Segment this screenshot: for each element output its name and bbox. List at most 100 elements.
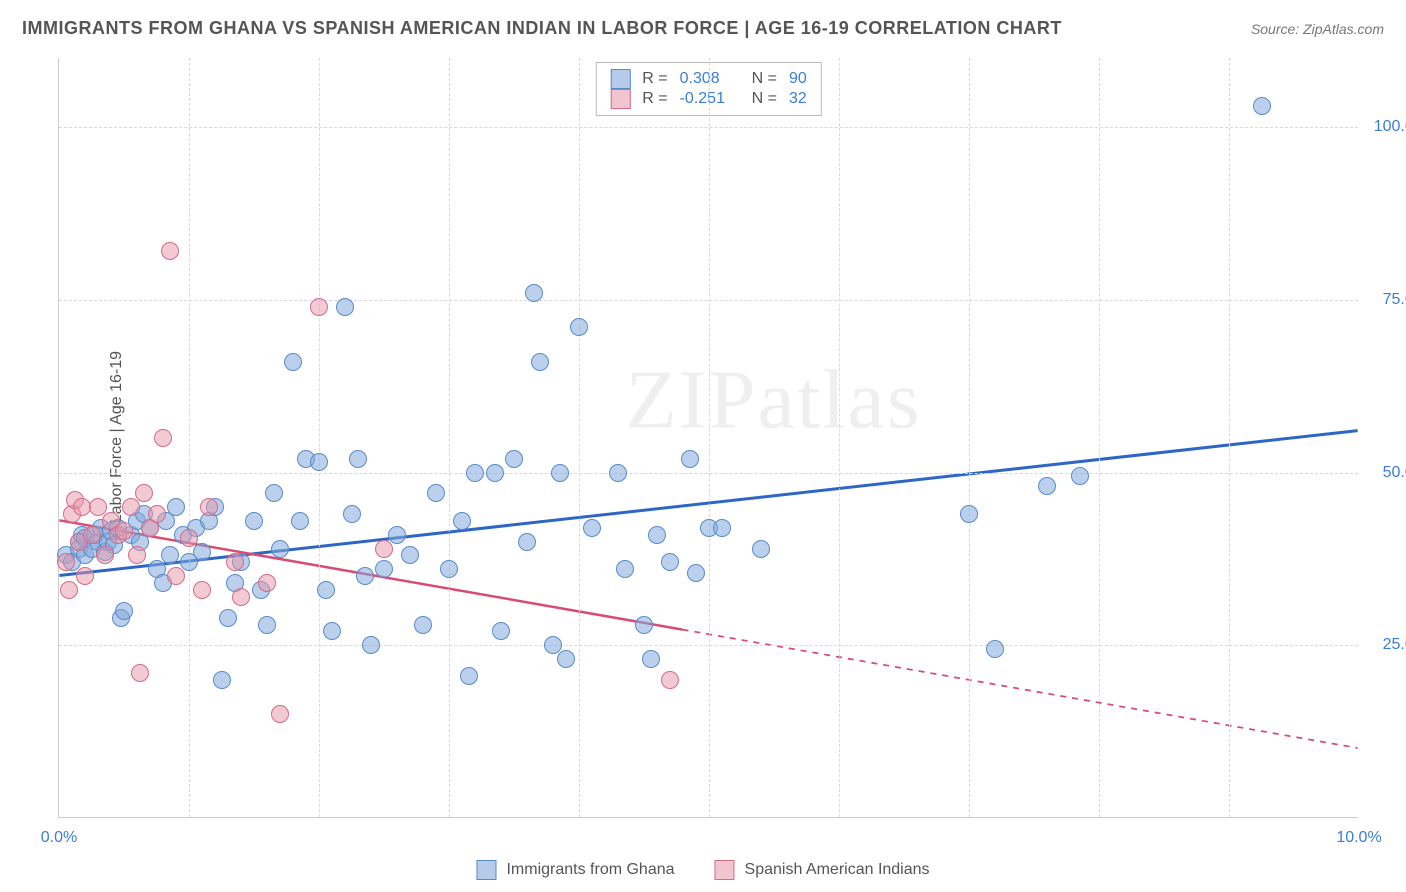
- data-point-pink: [310, 298, 328, 316]
- swatch-blue: [610, 69, 630, 89]
- data-point-pink: [76, 567, 94, 585]
- data-point-blue: [291, 512, 309, 530]
- data-point-pink: [193, 581, 211, 599]
- data-point-pink: [226, 553, 244, 571]
- gridline-vertical: [839, 58, 840, 817]
- data-point-pink: [135, 484, 153, 502]
- data-point-blue: [453, 512, 471, 530]
- x-tick-label: 0.0%: [41, 829, 77, 847]
- data-point-pink: [167, 567, 185, 585]
- r-label: R =: [642, 90, 667, 108]
- data-point-blue: [486, 464, 504, 482]
- source-attribution: Source: ZipAtlas.com: [1251, 21, 1384, 37]
- data-point-pink: [122, 498, 140, 516]
- gridline-vertical: [709, 58, 710, 817]
- legend-label: Immigrants from Ghana: [506, 861, 674, 879]
- data-point-pink: [83, 526, 101, 544]
- data-point-blue: [570, 318, 588, 336]
- swatch-pink: [610, 89, 630, 109]
- swatch-blue: [476, 860, 496, 880]
- data-point-blue: [583, 519, 601, 537]
- data-point-blue: [713, 519, 731, 537]
- data-point-blue: [505, 450, 523, 468]
- data-point-blue: [642, 650, 660, 668]
- data-point-blue: [336, 298, 354, 316]
- data-point-pink: [60, 581, 78, 599]
- y-tick-label: 100.0%: [1368, 118, 1406, 136]
- data-point-blue: [401, 546, 419, 564]
- data-point-blue: [551, 464, 569, 482]
- data-point-blue: [375, 560, 393, 578]
- watermark: ZIPatlas: [625, 351, 921, 448]
- data-point-blue: [213, 671, 231, 689]
- data-point-blue: [518, 533, 536, 551]
- data-point-blue: [310, 453, 328, 471]
- data-point-blue: [362, 636, 380, 654]
- data-point-blue: [635, 616, 653, 634]
- legend-item-pink: Spanish American Indians: [715, 860, 930, 880]
- data-point-blue: [986, 640, 1004, 658]
- data-point-blue: [1253, 97, 1271, 115]
- data-point-pink: [96, 546, 114, 564]
- data-point-blue: [661, 553, 679, 571]
- data-point-pink: [180, 529, 198, 547]
- y-tick-label: 50.0%: [1368, 464, 1406, 482]
- data-point-pink: [57, 553, 75, 571]
- data-point-blue: [752, 540, 770, 558]
- data-point-blue: [460, 667, 478, 685]
- data-point-blue: [356, 567, 374, 585]
- data-point-blue: [317, 581, 335, 599]
- data-point-pink: [148, 505, 166, 523]
- data-point-blue: [531, 353, 549, 371]
- data-point-pink: [661, 671, 679, 689]
- data-point-blue: [557, 650, 575, 668]
- data-point-blue: [609, 464, 627, 482]
- data-point-blue: [271, 540, 289, 558]
- x-tick-label: 10.0%: [1336, 829, 1381, 847]
- n-value: 32: [789, 90, 807, 108]
- legend-label: Spanish American Indians: [745, 861, 930, 879]
- data-point-blue: [687, 564, 705, 582]
- data-point-blue: [258, 616, 276, 634]
- y-tick-label: 75.0%: [1368, 291, 1406, 309]
- data-point-pink: [271, 705, 289, 723]
- data-point-blue: [492, 622, 510, 640]
- n-label: N =: [752, 70, 777, 88]
- trend-line-extrapolated-pink: [683, 630, 1358, 748]
- legend: Immigrants from Ghana Spanish American In…: [476, 860, 929, 880]
- data-point-blue: [161, 546, 179, 564]
- data-point-pink: [128, 546, 146, 564]
- gridline-vertical: [189, 58, 190, 817]
- data-point-blue: [219, 609, 237, 627]
- data-point-pink: [154, 429, 172, 447]
- gridline-vertical: [1099, 58, 1100, 817]
- data-point-blue: [427, 484, 445, 502]
- gridline-vertical: [969, 58, 970, 817]
- data-point-blue: [323, 622, 341, 640]
- data-point-blue: [349, 450, 367, 468]
- data-point-blue: [193, 543, 211, 561]
- data-point-blue: [525, 284, 543, 302]
- data-point-blue: [440, 560, 458, 578]
- data-point-blue: [616, 560, 634, 578]
- data-point-blue: [414, 616, 432, 634]
- data-point-pink: [115, 522, 133, 540]
- y-tick-label: 25.0%: [1368, 636, 1406, 654]
- data-point-blue: [681, 450, 699, 468]
- n-value: 90: [789, 70, 807, 88]
- data-point-blue: [1071, 467, 1089, 485]
- data-point-blue: [648, 526, 666, 544]
- gridline-vertical: [319, 58, 320, 817]
- swatch-pink: [715, 860, 735, 880]
- data-point-pink: [131, 664, 149, 682]
- data-point-pink: [258, 574, 276, 592]
- data-point-blue: [388, 526, 406, 544]
- data-point-blue: [115, 602, 133, 620]
- gridline-vertical: [1229, 58, 1230, 817]
- data-point-pink: [232, 588, 250, 606]
- n-label: N =: [752, 90, 777, 108]
- data-point-blue: [343, 505, 361, 523]
- data-point-pink: [200, 498, 218, 516]
- r-label: R =: [642, 70, 667, 88]
- data-point-blue: [466, 464, 484, 482]
